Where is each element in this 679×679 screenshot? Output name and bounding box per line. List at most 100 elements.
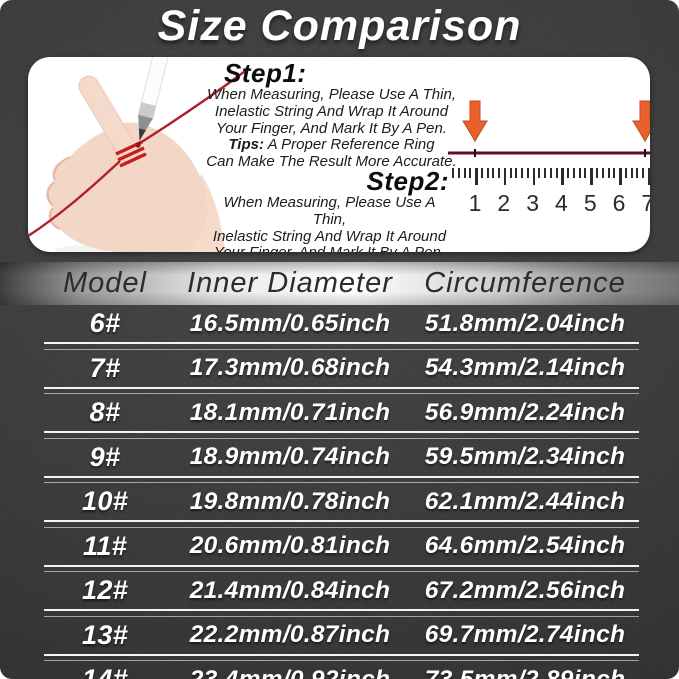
row-separator (44, 431, 639, 439)
circumference-cell: 62.1mm/2.44inch (424, 487, 626, 515)
ruler-tick (584, 168, 587, 178)
tips-label: Tips: (228, 136, 264, 154)
step2-heading: Step2: (366, 166, 449, 196)
inner-diameter-cell: 16.5mm/0.65inch (189, 309, 391, 337)
table-row: 8# 18.1mm/0.71inch 56.9mm/2.24inch (0, 394, 679, 431)
ruler-tick (544, 168, 547, 178)
ruler-tick (561, 168, 564, 185)
ruler-tick (463, 168, 466, 178)
circumference-cell: 54.3mm/2.14inch (424, 354, 626, 381)
table-row: 10# 19.8mm/0.78inch 62.1mm/2.44inch (0, 483, 679, 520)
table-row: 6# 16.5mm/0.65inch 51.8mm/2.04inch (0, 305, 679, 342)
ruler-tick (515, 168, 518, 178)
table-row: 14# 23.4mm/0.92inch 73.5mm/2.89inch (0, 661, 679, 679)
ruler-tick (601, 168, 604, 178)
table-header-band: Model Inner Diameter Circumference (0, 262, 679, 305)
inner-diameter-cell: 21.4mm/0.84inch (189, 576, 391, 604)
step2-line: Your Finger, And Mark It By A Pen. (208, 245, 451, 252)
ruler-tick (567, 168, 570, 178)
step2-line: When Measuring, Please Use A Thin, (223, 194, 436, 228)
ruler-number: 7 (641, 190, 650, 216)
ruler-tick (555, 168, 558, 178)
ruler-number: 3 (526, 190, 540, 216)
table-row: 9# 18.9mm/0.74inch 59.5mm/2.34inch (0, 439, 679, 476)
ruler-tick (509, 168, 512, 178)
ruler-number: 6 (612, 190, 626, 216)
ruler-tick (521, 168, 524, 178)
model-cell: 13# (82, 619, 128, 650)
ruler-tick (578, 168, 581, 178)
circumference-cell: 56.9mm/2.24inch (424, 398, 626, 426)
step1-block: Step1: When Measuring, Please Use A Thin… (204, 60, 459, 171)
model-cell: 12# (82, 575, 128, 605)
string-knot (135, 142, 141, 148)
row-separator (44, 520, 639, 528)
ruler-tick (526, 168, 529, 178)
ruler-number: 1 (468, 190, 482, 216)
circumference-cell: 51.8mm/2.04inch (424, 309, 626, 337)
model-cell: 7# (89, 352, 121, 383)
ruler-tick (492, 168, 495, 178)
inner-diameter-cell: 23.4mm/0.92inch (189, 665, 391, 679)
ruler-tick (538, 168, 541, 178)
step1-line: Your Finger, And Mark It By A Pen. (216, 119, 447, 137)
header-model: Model (63, 267, 147, 299)
down-arrow-icon (632, 100, 650, 142)
pen-icon (137, 57, 182, 141)
row-separator (44, 475, 639, 483)
inner-diameter-cell: 19.8mm/0.78inch (189, 487, 391, 515)
page-title: Size Comparison (157, 2, 522, 50)
inner-diameter-cell: 20.6mm/0.81inch (189, 532, 391, 559)
ruler-tick (636, 168, 639, 178)
model-cell: 11# (83, 530, 127, 561)
table-row: 12# 21.4mm/0.84inch 67.2mm/2.56inch (0, 572, 679, 609)
model-cell: 9# (89, 441, 121, 472)
ruler-tick (480, 168, 483, 178)
model-cell: 8# (89, 397, 121, 427)
circumference-cell: 59.5mm/2.34inch (424, 443, 626, 470)
row-separator (44, 609, 639, 617)
ruler-tick (486, 168, 489, 178)
step2-block: Step2: When Measuring, Please Use A Thin… (208, 166, 451, 253)
circumference-cell: 64.6mm/2.54inch (424, 532, 626, 559)
model-cell: 6# (89, 308, 121, 338)
ruler-tick (549, 168, 552, 178)
table-row: 11# 20.6mm/0.81inch 64.6mm/2.54inch (0, 528, 679, 565)
circumference-cell: 69.7mm/2.74inch (424, 621, 626, 648)
ruler-tick (457, 168, 460, 178)
ruler-tick (452, 168, 454, 178)
ruler-tick (590, 168, 593, 185)
ruler-number: 4 (555, 190, 568, 216)
ruler-tick (607, 168, 610, 178)
circumference-cell: 67.2mm/2.56inch (424, 576, 626, 604)
inner-diameter-cell: 22.2mm/0.87inch (189, 621, 391, 648)
tips-line: Tips: A Proper Reference Ring (204, 136, 459, 154)
ruler-tick (596, 168, 598, 178)
row-separator (44, 564, 639, 572)
circumference-cell: 73.5mm/2.89inch (424, 665, 626, 679)
row-separator (44, 342, 639, 350)
step1-line: Inelastic String And Wrap It Around (214, 102, 449, 120)
ruler-tick (642, 168, 645, 178)
ruler-number: 5 (583, 190, 597, 216)
ruler-tick (572, 168, 575, 178)
ruler-tick (475, 168, 478, 185)
ruler-number: 2 (497, 190, 511, 216)
table-row: 13# 22.2mm/0.87inch 69.7mm/2.74inch (0, 617, 679, 654)
ruler-tick (619, 168, 622, 185)
step2-line: Inelastic String And Wrap It Around (212, 227, 447, 245)
string-measurement-graphic (448, 100, 650, 157)
ruler-tick (503, 168, 507, 185)
ruler-tick (630, 168, 633, 178)
model-cell: 10# (82, 486, 128, 516)
step1-heading: Step1: (224, 58, 307, 88)
model-cell: 14# (82, 664, 128, 679)
tips-text: A Proper Reference Ring (263, 136, 435, 154)
row-separator (44, 386, 639, 394)
ruler-tick (624, 168, 627, 178)
down-arrow-icon (462, 100, 488, 142)
ruler-tick (498, 168, 501, 178)
header-inner-diameter: Inner Diameter (187, 267, 393, 299)
size-table: 6# 16.5mm/0.65inch 51.8mm/2.04inch 7# 17.3mm… (0, 305, 679, 679)
